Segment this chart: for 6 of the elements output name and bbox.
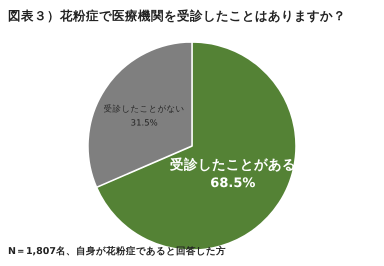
slice-label: 受診したことがない xyxy=(104,104,185,115)
text: N＝1,807名、自身が花粉症であると回答した方 xyxy=(8,245,226,257)
slice-label: 受診したことがある xyxy=(168,156,296,173)
data-label: 31.5% xyxy=(130,118,158,129)
chart-title: 図表３）花粉症で医療機関を受診したことはありますか？ xyxy=(8,8,346,23)
data-label: 68.5% xyxy=(210,176,256,191)
